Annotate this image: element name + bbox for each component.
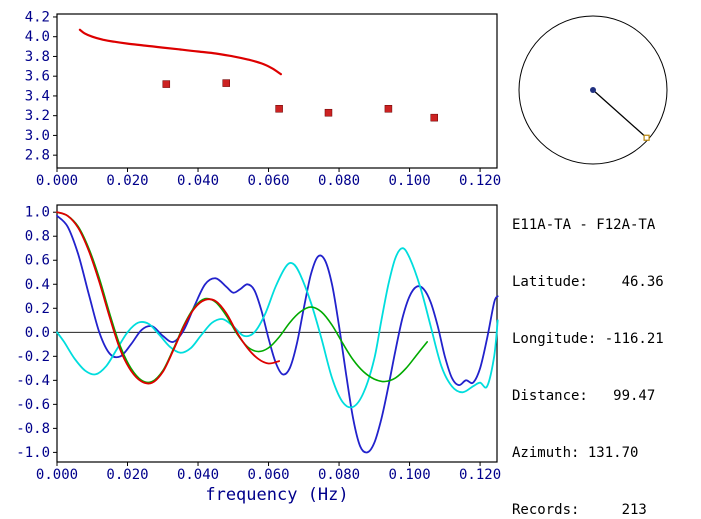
center-station-dot xyxy=(590,87,596,93)
y-tick-label: -0.8 xyxy=(16,421,50,437)
azimuth-plot xyxy=(518,15,668,165)
x-tick-label: 0.020 xyxy=(106,173,148,189)
measured-dispersion-points-marker xyxy=(162,80,171,88)
x-tick-label: 0.100 xyxy=(388,173,430,189)
station-pair-title: E11A-TA - F12A-TA xyxy=(512,217,656,233)
y-tick-label: 3.8 xyxy=(25,49,50,65)
waveform-chart: 0.000 0.020 0.040 0.060 0.080 0.100 0.120 -1.0 -… xyxy=(16,204,501,505)
series-blue xyxy=(56,214,499,454)
remote-station-marker xyxy=(643,134,650,141)
measured-dispersion-points-marker xyxy=(384,105,393,113)
x-axis-title: frequency (Hz) xyxy=(205,485,348,505)
info-records: Records: 213 xyxy=(512,502,647,518)
y-tick-label: 3.0 xyxy=(25,128,50,144)
y-tick-label: 3.2 xyxy=(25,108,50,124)
measured-dispersion-points-marker xyxy=(430,113,438,122)
y-tick-label: 1.0 xyxy=(25,205,50,221)
y-tick-label: 0.4 xyxy=(25,277,50,293)
y-tick-label: 3.6 xyxy=(25,69,50,85)
info-distance: Distance: 99.47 xyxy=(512,388,656,404)
x-tick-label: 0.100 xyxy=(388,467,430,483)
x-tick-label: 0.120 xyxy=(459,173,501,189)
info-azimuth: Azimuth: 131.70 xyxy=(512,445,639,461)
y-tick-label: -1.0 xyxy=(16,445,50,461)
y-tick-label: -0.4 xyxy=(16,373,50,389)
x-tick-label: 0.000 xyxy=(36,173,78,189)
reference-dispersion-curve xyxy=(78,28,282,76)
y-tick-label: -0.2 xyxy=(16,349,50,365)
measured-dispersion-points-marker xyxy=(222,79,230,87)
station-info-panel: E11A-TA - F12A-TA Latitude: 46.36 Longit… xyxy=(512,178,664,519)
dispersion-chart: 0.000 0.020 0.040 0.060 0.080 0.100 0.120 2.8 3.… xyxy=(25,9,501,189)
y-tick-label: 0.8 xyxy=(25,229,50,245)
y-tick-label: 4.0 xyxy=(25,29,50,45)
y-tick-label: 4.2 xyxy=(25,9,50,25)
y-tick-label: 3.4 xyxy=(25,88,50,104)
info-latitude: Latitude: 46.36 xyxy=(512,274,664,290)
series-red xyxy=(56,211,280,385)
waveforms-frame xyxy=(56,204,498,463)
series-cyan xyxy=(56,247,499,409)
measured-dispersion-points-marker xyxy=(324,108,333,117)
azimuth-line xyxy=(592,89,648,139)
x-tick-label: 0.040 xyxy=(177,173,219,189)
x-tick-label: 0.040 xyxy=(177,467,219,483)
x-tick-label: 0.060 xyxy=(247,467,289,483)
y-tick-label: 0.6 xyxy=(25,253,50,269)
y-tick-label: 0.2 xyxy=(25,301,50,317)
x-tick-label: 0.060 xyxy=(247,173,289,189)
x-tick-label: 0.020 xyxy=(106,467,148,483)
info-longitude: Longitude: -116.21 xyxy=(512,331,664,347)
x-tick-label: 0.080 xyxy=(318,467,360,483)
y-tick-label: 2.8 xyxy=(25,148,50,164)
y-tick-label: -0.6 xyxy=(16,397,50,413)
measured-dispersion-points-marker xyxy=(275,105,283,113)
x-tick-label: 0.000 xyxy=(36,467,78,483)
azimuth-circle xyxy=(518,15,668,165)
x-tick-label: 0.120 xyxy=(459,467,501,483)
y-tick-label: 0.0 xyxy=(25,325,50,341)
dispersion-frame xyxy=(56,13,498,169)
x-tick-label: 0.080 xyxy=(318,173,360,189)
